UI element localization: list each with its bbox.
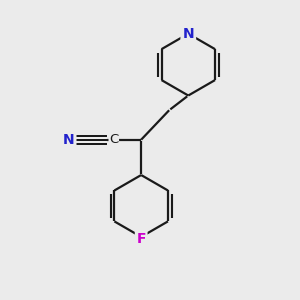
Text: F: F xyxy=(136,232,146,246)
Text: C: C xyxy=(109,133,119,146)
Text: N: N xyxy=(182,27,194,41)
Text: N: N xyxy=(63,133,75,147)
